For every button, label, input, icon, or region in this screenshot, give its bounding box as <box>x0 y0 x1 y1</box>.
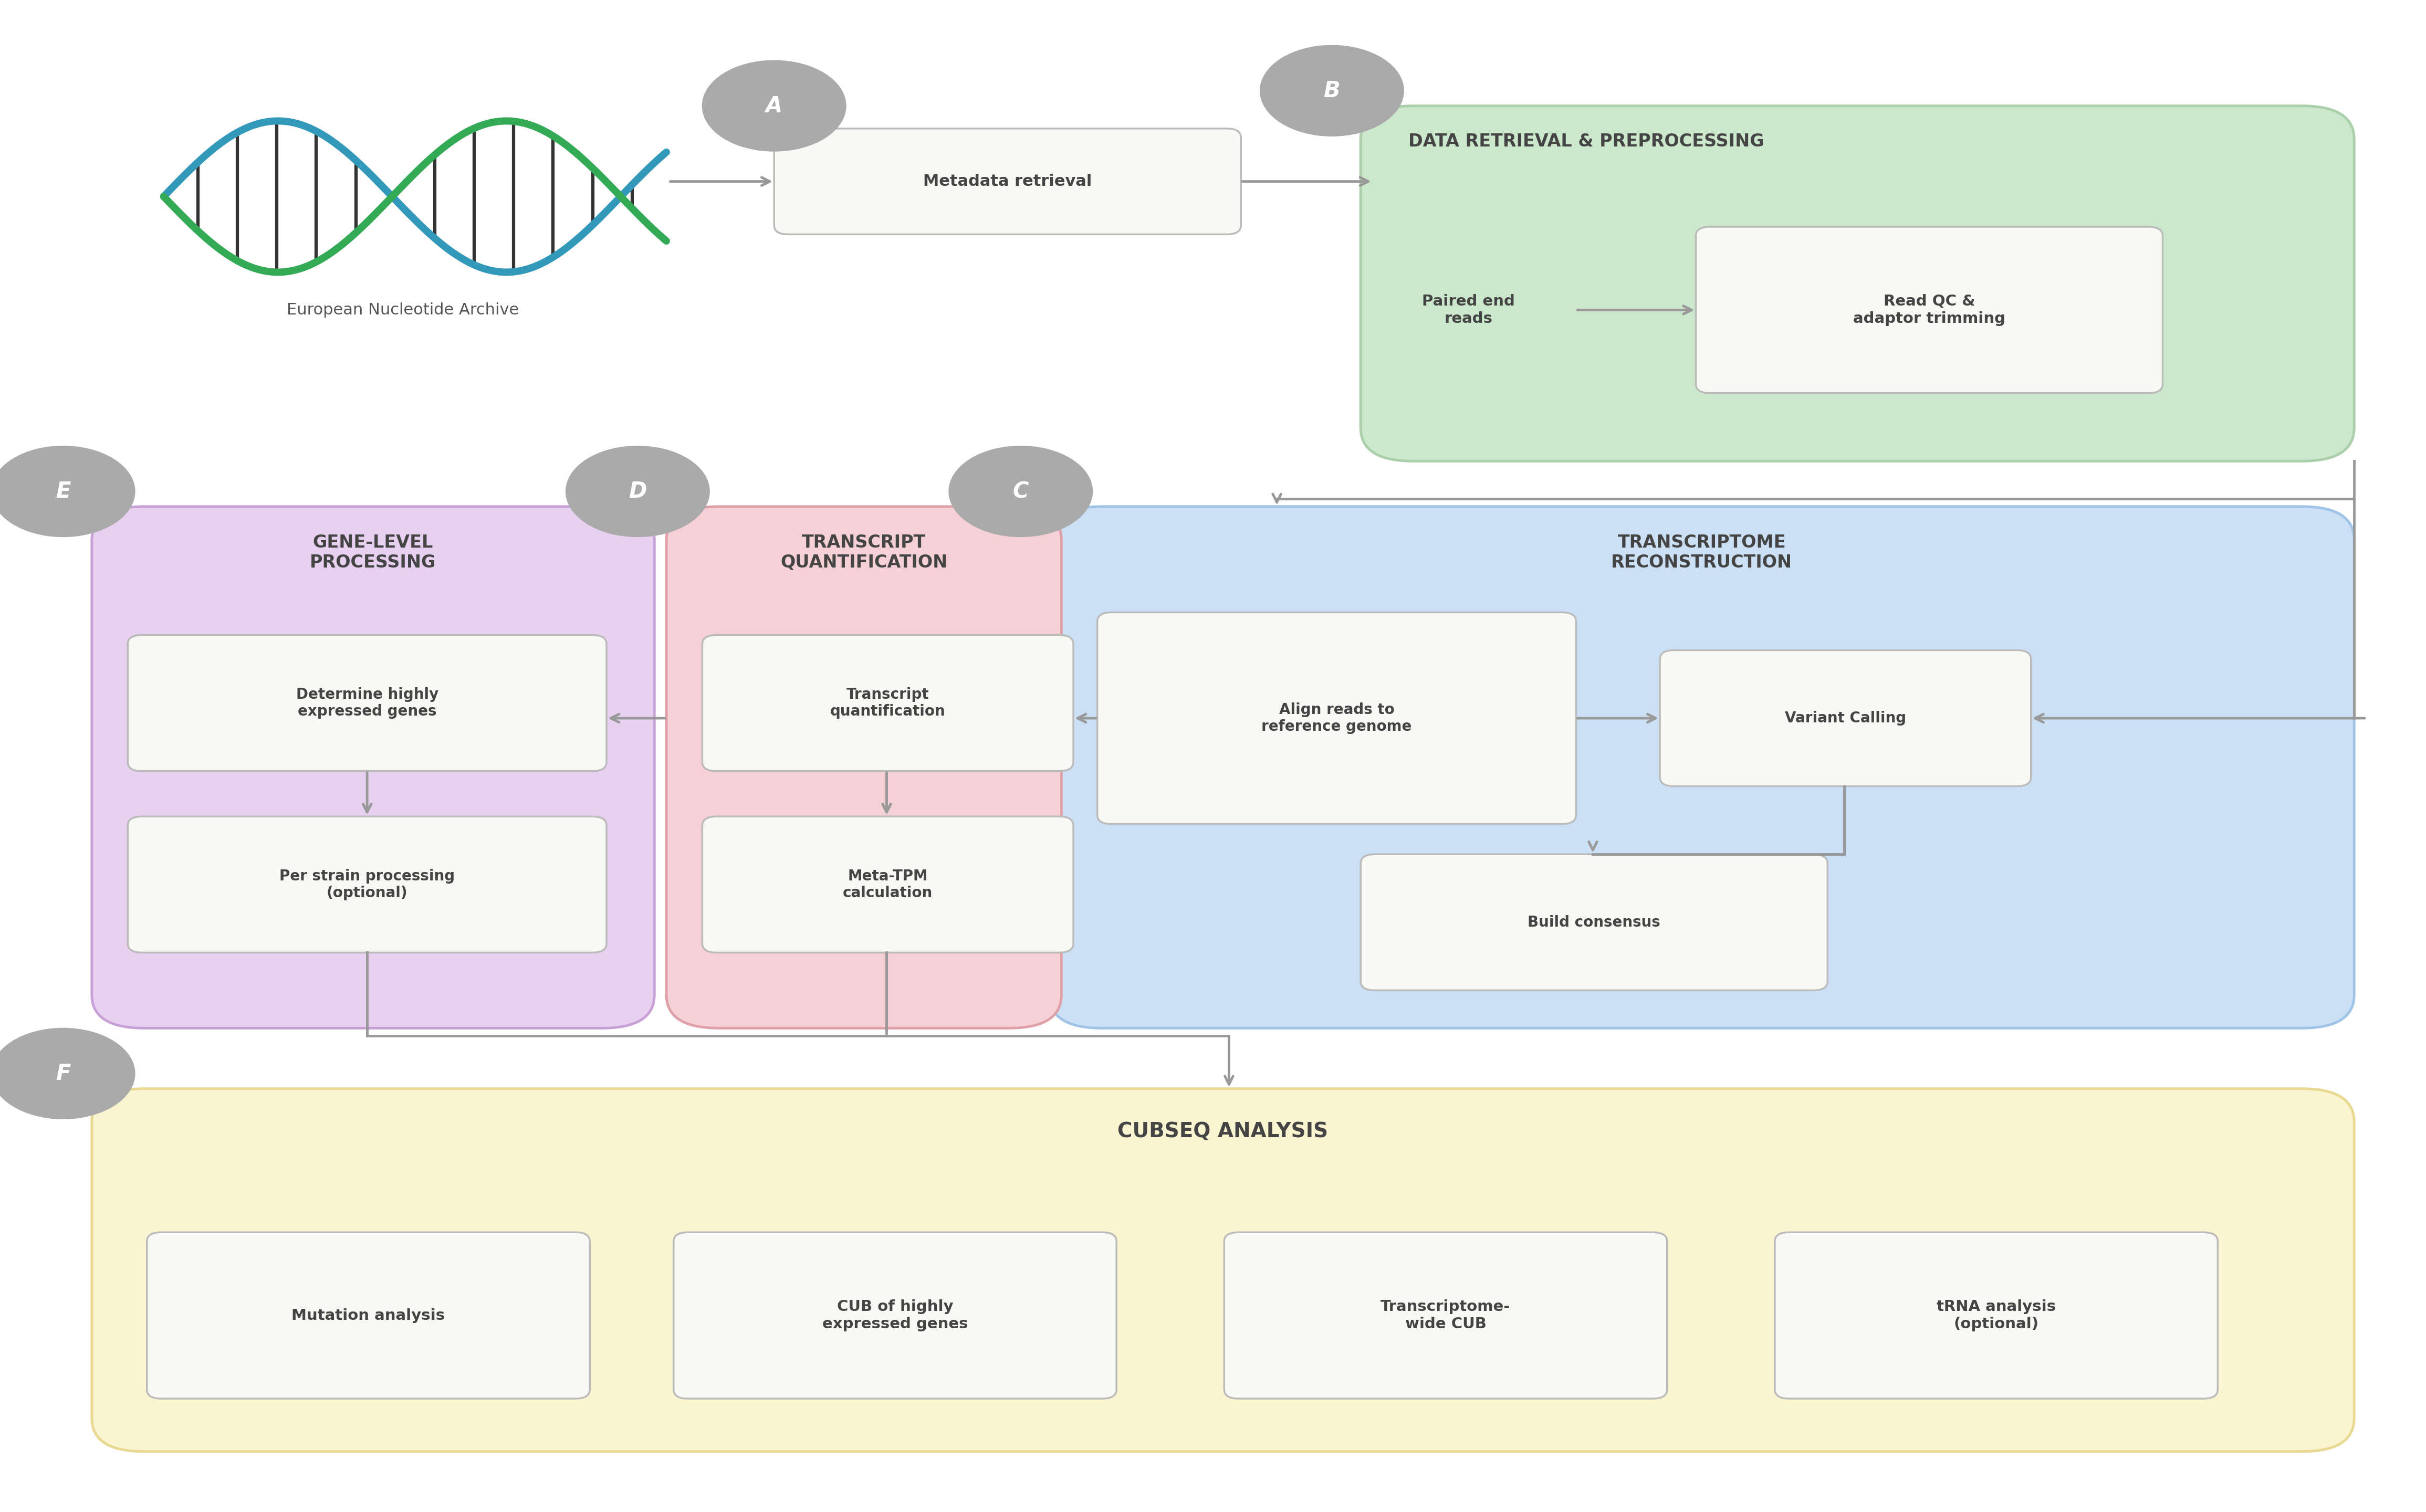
Text: Variant Calling: Variant Calling <box>1786 711 1907 726</box>
FancyBboxPatch shape <box>1050 507 2353 1028</box>
Text: Mutation analysis: Mutation analysis <box>291 1308 444 1323</box>
FancyBboxPatch shape <box>1361 106 2353 461</box>
Text: Metadata retrieval: Metadata retrieval <box>924 174 1092 189</box>
Text: TRANSCRIPTOME
RECONSTRUCTION: TRANSCRIPTOME RECONSTRUCTION <box>1611 534 1793 572</box>
Text: B: B <box>1325 80 1339 101</box>
FancyBboxPatch shape <box>1776 1232 2217 1399</box>
Text: European Nucleotide Archive: European Nucleotide Archive <box>286 302 519 318</box>
FancyBboxPatch shape <box>92 1089 2353 1452</box>
Circle shape <box>0 1028 136 1119</box>
FancyBboxPatch shape <box>1225 1232 1667 1399</box>
FancyBboxPatch shape <box>774 129 1242 234</box>
FancyBboxPatch shape <box>701 635 1072 771</box>
FancyBboxPatch shape <box>674 1232 1116 1399</box>
FancyBboxPatch shape <box>1696 227 2162 393</box>
FancyBboxPatch shape <box>1659 650 2031 786</box>
FancyBboxPatch shape <box>1097 612 1577 824</box>
Circle shape <box>565 446 708 537</box>
FancyBboxPatch shape <box>92 507 655 1028</box>
FancyBboxPatch shape <box>667 507 1063 1028</box>
Text: Align reads to
reference genome: Align reads to reference genome <box>1262 703 1412 733</box>
FancyBboxPatch shape <box>148 1232 590 1399</box>
Text: A: A <box>767 95 784 116</box>
Text: Read QC &
adaptor trimming: Read QC & adaptor trimming <box>1853 295 2006 325</box>
Circle shape <box>701 60 847 151</box>
Text: Meta-TPM
calculation: Meta-TPM calculation <box>842 869 932 900</box>
Text: Build consensus: Build consensus <box>1528 915 1659 930</box>
Circle shape <box>1259 45 1405 136</box>
Text: tRNA analysis
(optional): tRNA analysis (optional) <box>1936 1300 2055 1331</box>
Text: Paired end
reads: Paired end reads <box>1422 295 1514 325</box>
Circle shape <box>949 446 1092 537</box>
Text: GENE-LEVEL
PROCESSING: GENE-LEVEL PROCESSING <box>311 534 437 572</box>
Text: Per strain processing
(optional): Per strain processing (optional) <box>279 869 454 900</box>
Text: CUB of highly
expressed genes: CUB of highly expressed genes <box>822 1300 968 1331</box>
Text: Determine highly
expressed genes: Determine highly expressed genes <box>296 688 439 718</box>
Text: D: D <box>628 481 648 502</box>
FancyBboxPatch shape <box>701 816 1072 953</box>
FancyBboxPatch shape <box>129 635 606 771</box>
Circle shape <box>0 446 136 537</box>
Text: Transcriptome-
wide CUB: Transcriptome- wide CUB <box>1380 1300 1511 1331</box>
FancyBboxPatch shape <box>129 816 606 953</box>
Text: F: F <box>56 1063 70 1084</box>
FancyBboxPatch shape <box>1361 854 1827 990</box>
Text: Transcript
quantification: Transcript quantification <box>830 688 946 718</box>
Text: DATA RETRIEVAL & PREPROCESSING: DATA RETRIEVAL & PREPROCESSING <box>1410 133 1764 150</box>
Text: C: C <box>1012 481 1029 502</box>
Text: E: E <box>56 481 70 502</box>
Text: TRANSCRIPT
QUANTIFICATION: TRANSCRIPT QUANTIFICATION <box>781 534 949 572</box>
Text: CUBSEQ ANALYSIS: CUBSEQ ANALYSIS <box>1118 1122 1329 1142</box>
